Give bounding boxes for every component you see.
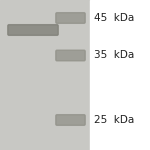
Text: 35  kDa: 35 kDa	[94, 51, 135, 60]
FancyBboxPatch shape	[56, 115, 85, 125]
Bar	[0, 0, 90, 150]
Bar	[90, 0, 150, 150]
Text: 45  kDa: 45 kDa	[94, 13, 135, 23]
Text: 25  kDa: 25 kDa	[94, 115, 135, 125]
FancyBboxPatch shape	[56, 50, 85, 61]
FancyBboxPatch shape	[56, 13, 85, 23]
FancyBboxPatch shape	[8, 25, 58, 35]
